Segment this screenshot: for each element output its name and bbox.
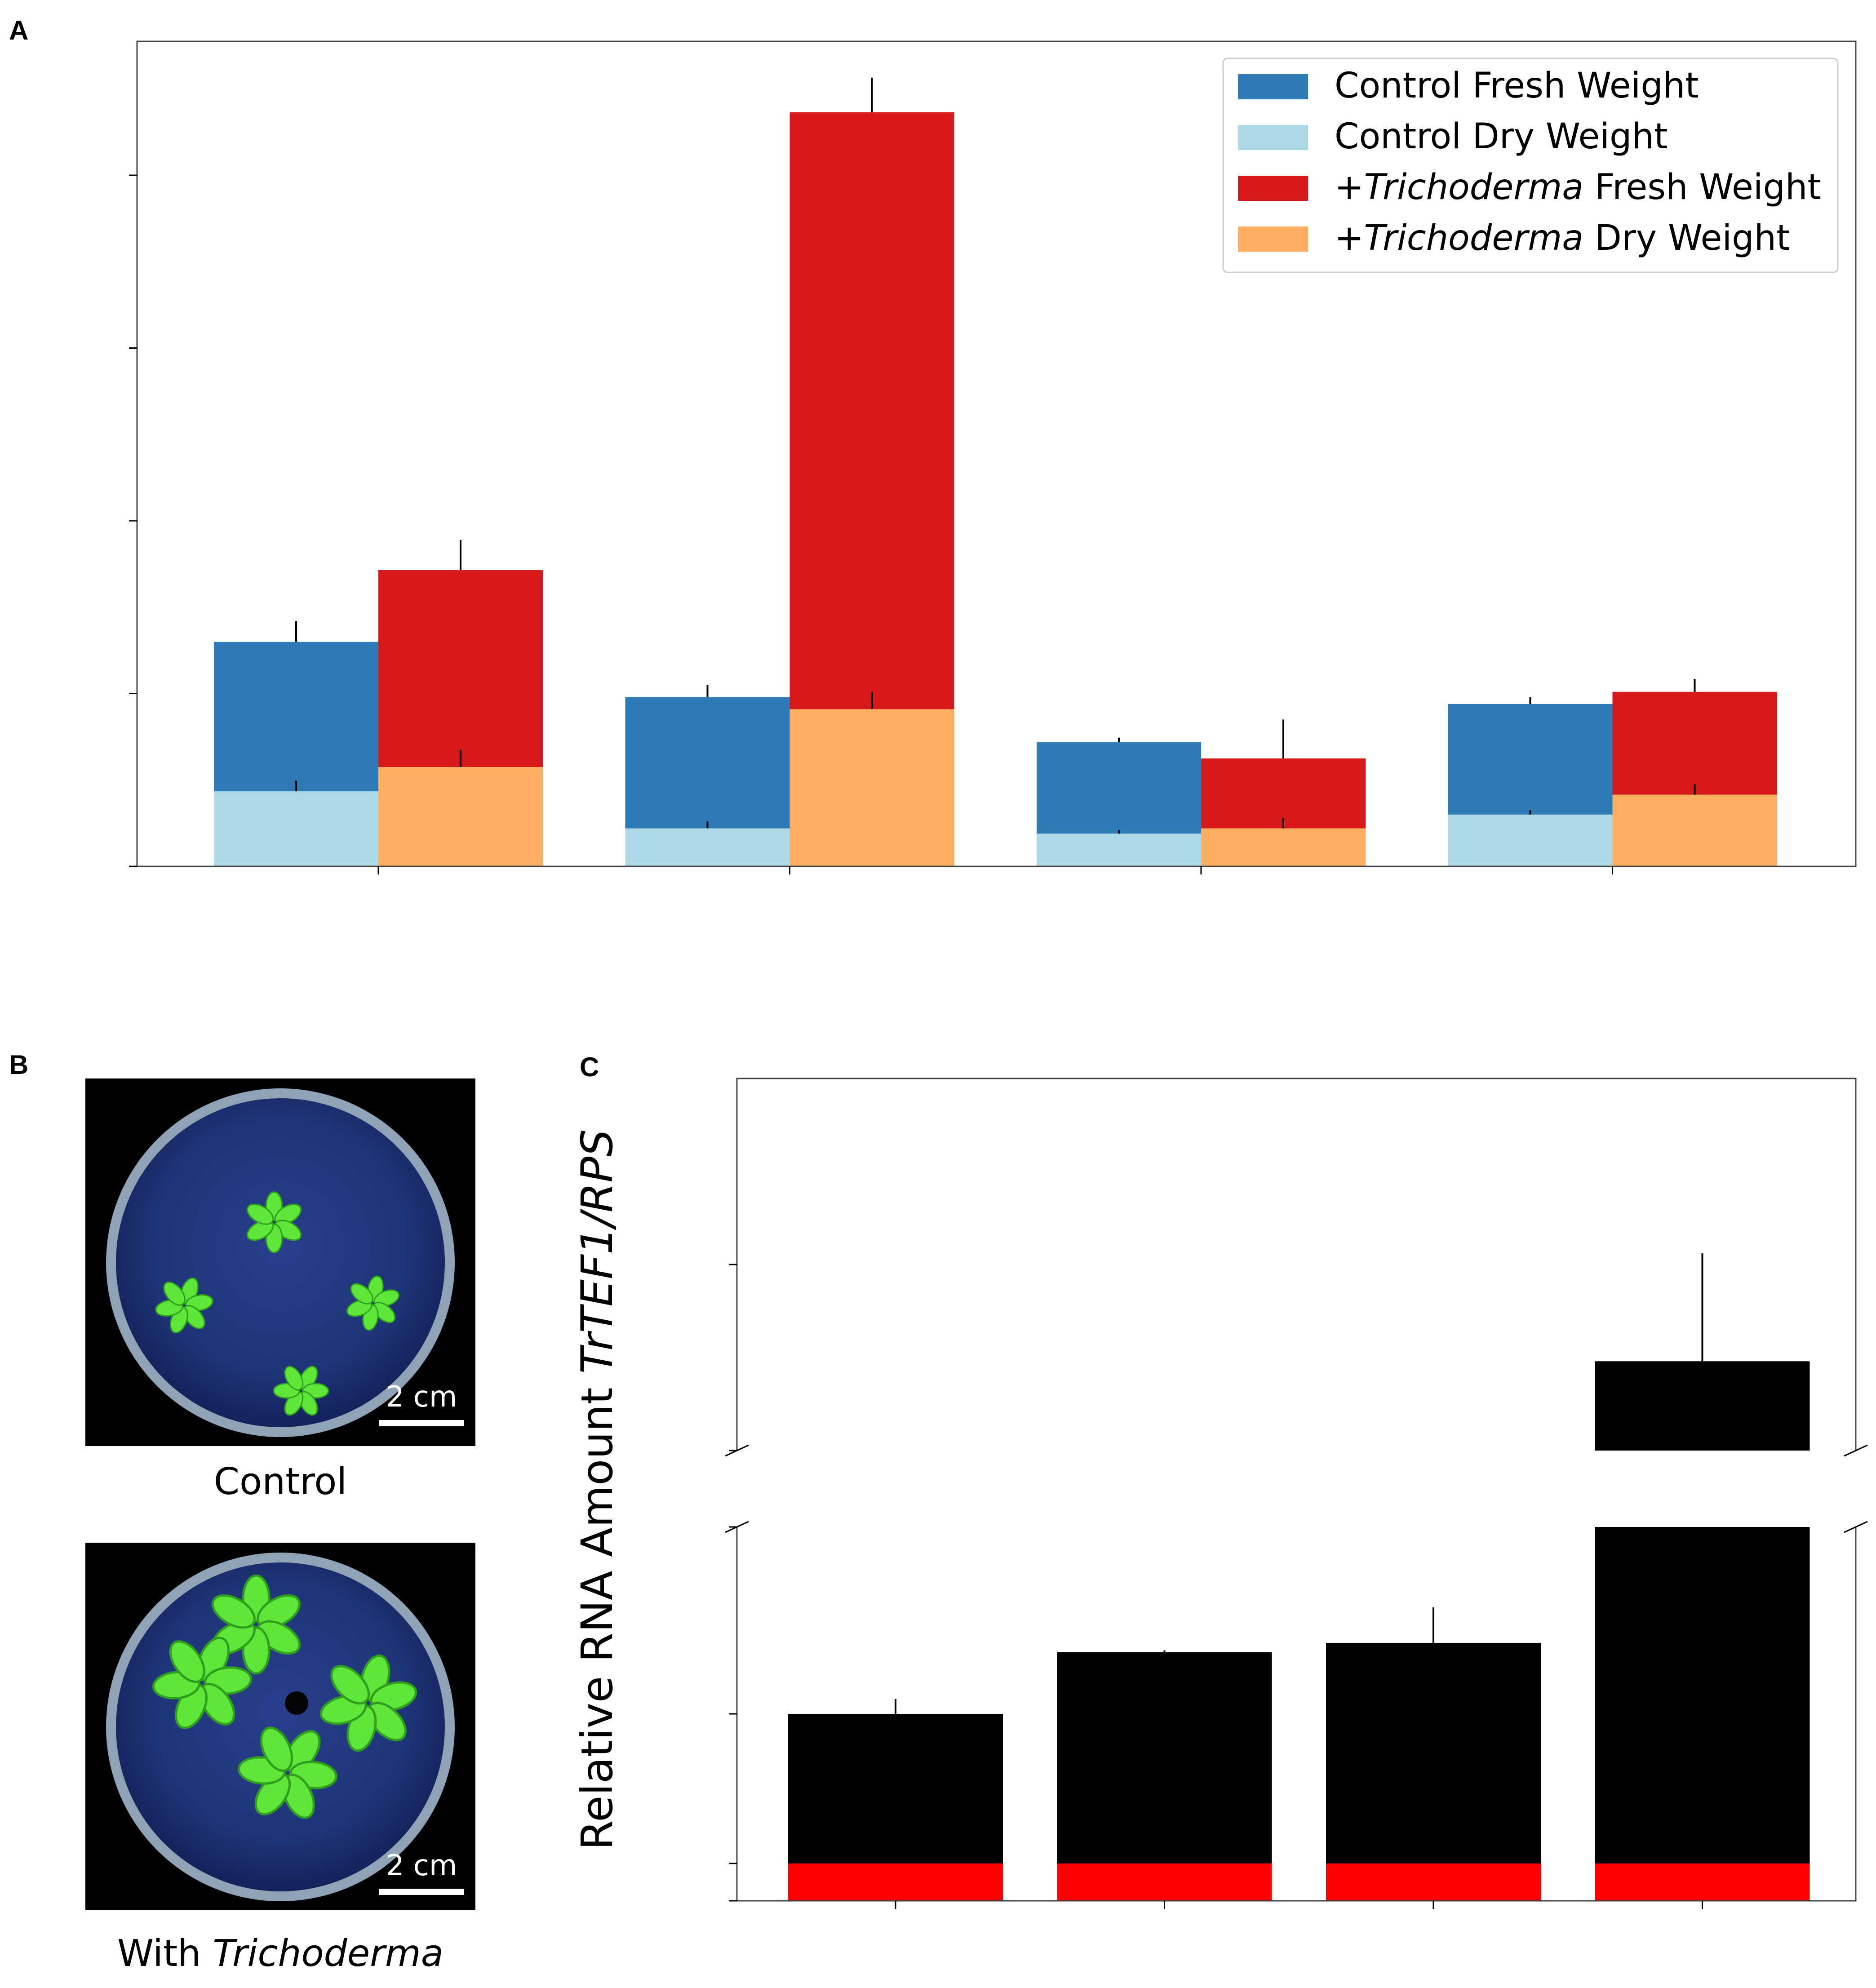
bar-rna-150-lower [1595,1527,1810,1901]
bar-baseline-100 [1326,1863,1541,1901]
chart-c: Relative RNA Amount TrTEF1/RPS [572,1078,1868,1909]
petri-dish [116,1562,445,1891]
legend-label: Control Fresh Weight [1335,66,1699,106]
bar-rna-150-upper [1595,1361,1810,1451]
axis-break-mark [1844,1444,1868,1457]
legend-swatch [1238,176,1308,201]
panel-label-a: A [9,15,28,45]
bar--trichoderma-dry-weight-50 [789,709,954,866]
scale-bar-label: 2 cm [386,1849,457,1882]
fungal-inoculum [285,1691,308,1715]
legend-swatch [1238,74,1308,99]
y-axis-title: Relative RNA Amount TrTEF1/RPS [572,1129,622,1850]
bar-baseline-50 [1057,1863,1272,1901]
plot-frame [136,40,1857,867]
bar-baseline-150 [1595,1863,1810,1901]
legend-swatch [1238,125,1308,150]
legend-box [1222,58,1839,273]
bar-control-dry-weight-100 [1037,833,1201,866]
legend-swatch [1238,226,1308,252]
legend-label: +Trichoderma Fresh Weight [1335,167,1821,208]
bar-control-dry-weight-0 [214,791,378,866]
bar-rna-100 [1326,1642,1541,1901]
legend: Control Fresh Weight Control Dry Weight +T… [1222,58,1839,273]
panel-label-b: B [9,1050,28,1080]
bar-control-dry-weight-150 [1448,814,1613,866]
scale-bar [379,1420,464,1426]
scale-bar [379,1889,464,1895]
panel-label-c: C [580,1052,599,1082]
bar--trichoderma-dry-weight-100 [1201,828,1366,866]
legend-label: Control Dry Weight [1335,116,1668,157]
petri-dish [116,1098,445,1427]
axis-break-mark [1844,1521,1868,1533]
bar--trichoderma-dry-weight-0 [378,767,543,866]
bar-rna-50 [1057,1652,1272,1901]
photo-caption-trichoderma: With Trichoderma [117,1932,443,1975]
bar--trichoderma-dry-weight-150 [1612,794,1777,866]
photo-trichoderma: 2 cm [85,1543,475,1910]
scale-bar-label: 2 cm [386,1380,457,1414]
photo-control: 2 cm [85,1078,475,1446]
bar-control-dry-weight-50 [625,828,790,866]
photo-caption-control: Control [214,1460,347,1503]
legend-label: +Trichoderma Dry Weight [1335,218,1790,258]
chart-a: Control Fresh Weight Control Dry Weight +T… [129,40,1857,874]
bar-baseline-0 [788,1863,1003,1901]
